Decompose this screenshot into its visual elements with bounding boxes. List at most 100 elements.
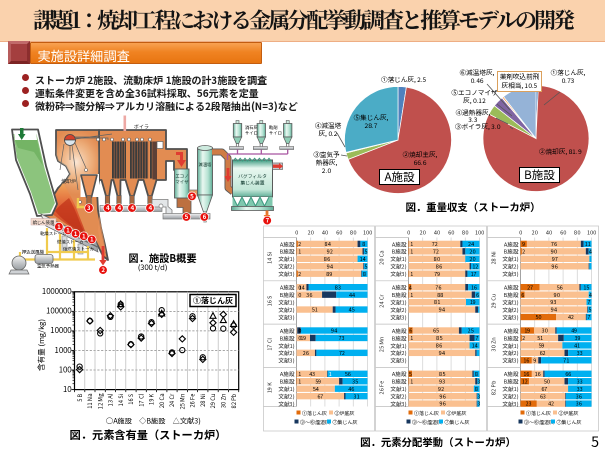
svg-text:59: 59 (538, 342, 544, 350)
svg-text:文献3): 文献3) (390, 270, 406, 278)
svg-text:1000000: 1000000 (42, 286, 72, 297)
svg-text:24: 24 (468, 240, 475, 248)
svg-text:20 Ca: 20 Ca (157, 393, 166, 408)
svg-text:4: 4 (130, 203, 134, 212)
svg-text:94: 94 (439, 349, 446, 357)
svg-text:94: 94 (327, 262, 334, 270)
svg-text:14: 14 (298, 283, 305, 291)
svg-text:24 Cr: 24 Cr (167, 394, 176, 408)
svg-text:31: 31 (354, 392, 360, 400)
svg-text:93: 93 (439, 377, 445, 385)
svg-text:文献2): 文献2) (278, 349, 294, 357)
svg-text:84: 84 (325, 240, 332, 248)
svg-text:B施設: B施設 (280, 248, 295, 256)
svg-text:4: 4 (106, 203, 110, 212)
svg-text:5: 5 (185, 212, 189, 221)
svg-text:③～⑥煙道灰: ③～⑥煙道灰 (524, 419, 554, 426)
svg-text:文献2): 文献2) (502, 349, 518, 357)
svg-text:B施設: B施設 (504, 378, 519, 386)
svg-text:文献2): 文献2) (390, 349, 406, 357)
svg-text:36: 36 (576, 400, 582, 408)
svg-text:集じん装置: 集じん装置 (241, 180, 265, 187)
svg-text:A施設: A施設 (280, 240, 295, 248)
svg-text:25 Mn: 25 Mn (178, 394, 187, 410)
svg-text:25: 25 (468, 327, 474, 335)
svg-text:44: 44 (349, 291, 356, 299)
svg-text:76: 76 (551, 240, 557, 248)
svg-text:②炉底灰: ②炉底灰 (447, 410, 467, 417)
svg-text:96: 96 (440, 400, 446, 408)
svg-text:文献3): 文献3) (390, 357, 406, 365)
svg-text:36: 36 (306, 291, 312, 299)
svg-text:B施設: B施設 (280, 334, 295, 342)
svg-text:1: 1 (298, 247, 301, 255)
svg-text:文献2): 文献2) (390, 263, 406, 271)
svg-text:2: 2 (298, 270, 301, 278)
svg-text:燃焼ストーカ: 燃焼ストーカ (57, 239, 84, 246)
svg-text:92: 92 (327, 247, 333, 255)
svg-text:A施設: A施設 (504, 284, 519, 292)
svg-text:文献1): 文献1) (502, 299, 518, 307)
svg-text:1: 1 (298, 327, 301, 335)
svg-text:1: 1 (90, 235, 94, 244)
svg-text:1: 1 (329, 370, 332, 378)
svg-text:1: 1 (410, 270, 413, 278)
svg-text:19: 19 (524, 327, 530, 335)
svg-text:0: 0 (519, 229, 522, 237)
svg-text:10: 10 (63, 384, 71, 395)
svg-text:B施設: B施設 (504, 291, 519, 299)
svg-text:14 Si: 14 Si (116, 393, 125, 406)
svg-text:○A施設 ◇B施設 △文献3): ○A施設 ◇B施設 △文献3) (106, 417, 201, 427)
svg-text:1: 1 (410, 291, 413, 299)
svg-text:30: 30 (542, 327, 548, 335)
svg-text:6: 6 (409, 327, 412, 335)
svg-text:96: 96 (552, 262, 558, 270)
svg-text:27: 27 (527, 283, 533, 291)
svg-text:7: 7 (588, 313, 591, 321)
svg-text:6: 6 (521, 291, 524, 299)
svg-text:28 Ni: 28 Ni (198, 393, 207, 407)
svg-text:文献1): 文献1) (278, 385, 294, 393)
svg-text:文献1): 文献1) (390, 342, 406, 350)
svg-text:15: 15 (583, 283, 589, 291)
svg-text:3: 3 (477, 392, 480, 400)
svg-text:50: 50 (544, 377, 550, 385)
svg-text:文献3): 文献3) (390, 400, 406, 408)
svg-text:5: 5 (364, 247, 367, 255)
svg-text:7: 7 (265, 216, 269, 225)
svg-text:B施設: B施設 (280, 378, 295, 386)
svg-text:B施設: B施設 (392, 248, 407, 256)
svg-text:A施設: A施設 (504, 327, 519, 335)
svg-text:エコノ: エコノ (175, 174, 188, 180)
svg-text:19: 19 (300, 334, 306, 342)
svg-text:17: 17 (470, 270, 476, 278)
svg-text:1: 1 (410, 240, 413, 248)
svg-text:60: 60 (560, 229, 566, 237)
svg-text:17 Cl: 17 Cl (266, 338, 274, 351)
svg-text:100: 100 (587, 229, 596, 237)
svg-text:文献3): 文献3) (502, 270, 518, 278)
svg-text:92: 92 (438, 385, 444, 393)
svg-text:19: 19 (470, 298, 476, 306)
svg-text:59: 59 (315, 377, 321, 385)
svg-text:A施設: A施設 (392, 240, 407, 248)
svg-text:30 Zn: 30 Zn (219, 394, 228, 409)
svg-text:①落じん灰: ①落じん灰 (526, 410, 551, 417)
svg-text:67: 67 (541, 385, 547, 393)
svg-text:25 Mn: 25 Mn (378, 337, 386, 352)
svg-text:3: 3 (477, 377, 480, 385)
svg-text:86: 86 (436, 342, 442, 350)
svg-text:14 Si: 14 Si (266, 251, 274, 264)
svg-text:マイザ: マイザ (175, 180, 189, 186)
svg-text:1: 1 (298, 370, 301, 378)
svg-text:16: 16 (535, 370, 541, 378)
svg-text:46: 46 (348, 385, 354, 393)
svg-text:85: 85 (436, 334, 442, 342)
svg-text:A施設: A施設 (280, 370, 295, 378)
svg-text:文献3): 文献3) (502, 313, 518, 321)
svg-text:⑦集じん灰: ⑦集じん灰 (445, 419, 470, 426)
svg-text:A施設: A施設 (504, 240, 519, 248)
svg-text:①落じん灰: ①落じん灰 (414, 410, 439, 417)
svg-text:12 Mg: 12 Mg (95, 393, 104, 409)
svg-text:5: 5 (364, 262, 367, 270)
